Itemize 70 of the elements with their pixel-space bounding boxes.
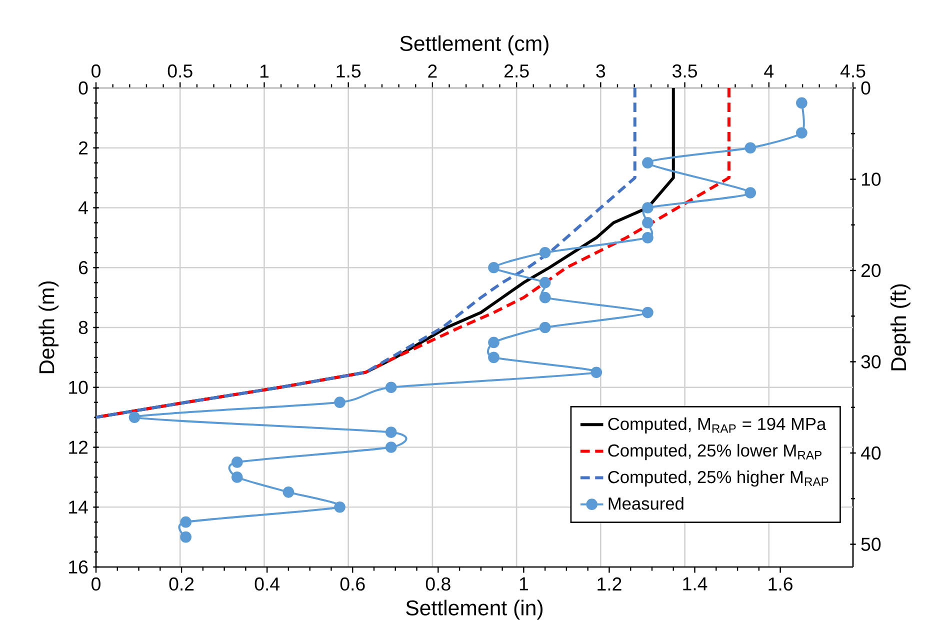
x-axis-title: Settlement (in) [406, 600, 542, 620]
point [744, 142, 756, 154]
point [385, 442, 397, 453]
x2-axis-title: Settlement (cm) [400, 35, 548, 56]
point [334, 501, 346, 513]
y2-tick-label: 0 [861, 81, 870, 95]
point [231, 472, 243, 483]
y2-tick-label: 10 [862, 172, 881, 186]
point [180, 516, 192, 528]
point [744, 187, 756, 198]
point [642, 157, 654, 169]
point [385, 426, 397, 438]
legend-label: Computed, 25% lower M$_{RAP}$ [608, 444, 822, 460]
point [796, 97, 808, 109]
y-tick-label: 16 [69, 560, 88, 574]
x2-tick-label: 3.5 [672, 64, 697, 78]
point [128, 412, 140, 423]
point [231, 456, 243, 468]
x2-tick-label: 1.5 [336, 64, 361, 78]
x2-tick-label: 0 [92, 64, 100, 78]
x2-tick-label: 2.5 [504, 64, 529, 78]
point [539, 292, 551, 304]
x-tick-label: 1.4 [683, 577, 708, 590]
y-tick-label: 10 [69, 380, 88, 394]
point [282, 486, 294, 498]
point [796, 127, 808, 139]
point [642, 306, 654, 318]
x-tick-label: 1.6 [768, 577, 792, 591]
x2-tick-label: 4.5 [840, 64, 866, 78]
point [539, 247, 551, 258]
point [590, 366, 602, 378]
y-tick-label: 14 [69, 500, 88, 514]
legend-label: Measured [608, 497, 684, 510]
y-tick-label: 2 [79, 141, 88, 154]
x2-tick-label: 2 [428, 64, 437, 78]
y2-tick-label: 20 [862, 264, 881, 278]
x-tick-label: 0.2 [169, 577, 194, 591]
y2-axis-title: Depth (ft) [890, 284, 910, 370]
y-tick-label: 0 [78, 81, 88, 95]
y2-tick-label: 50 [861, 538, 881, 551]
x-tick-label: 0.8 [426, 577, 450, 591]
point [539, 322, 551, 334]
x2-tick-label: 4 [764, 64, 774, 78]
point [385, 382, 397, 394]
legend-label: Computed, 25% higher M$_{RAP}$ [608, 470, 828, 487]
point [334, 396, 346, 408]
x-tick-label: 0.6 [340, 577, 365, 591]
y-axis-title: Depth (m) [38, 281, 59, 374]
point [642, 232, 654, 244]
x-tick-label: 1 [520, 577, 528, 590]
point [488, 336, 500, 348]
y-tick-label: 6 [79, 261, 88, 274]
y2-tick-label: 40 [860, 446, 881, 460]
y-tick-label: 8 [78, 320, 88, 334]
point [642, 217, 654, 228]
x2-tick-label: 0.5 [168, 64, 192, 78]
y2-tick-label: 30 [861, 355, 881, 368]
y-tick-label: 4 [78, 201, 88, 214]
point [539, 276, 551, 288]
point [488, 262, 500, 274]
legend-label: Computed, M$_{RAP}$ = 194 MPa [608, 417, 826, 434]
x-tick-label: 0.4 [254, 577, 280, 591]
x-tick-label: 1.2 [598, 577, 622, 590]
point [642, 202, 654, 214]
point [180, 531, 192, 543]
x2-tick-label: 3 [596, 64, 606, 78]
x2-tick-label: 1 [260, 64, 269, 78]
y-tick-label: 12 [69, 440, 88, 454]
point [488, 352, 500, 364]
x-tick-label: 0 [92, 577, 100, 591]
